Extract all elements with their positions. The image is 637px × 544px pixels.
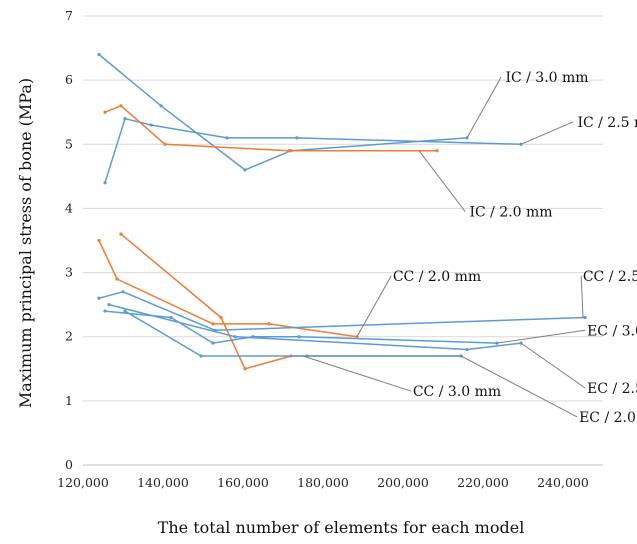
data-point-ec-2-5-mm: [233, 335, 237, 339]
series-label-ec-2-0-mm: EC / 2.0 mm: [579, 410, 637, 426]
y-tick-label: 1: [65, 393, 73, 408]
data-point-cc-2-0-mm: [97, 238, 101, 243]
data-point-ic-3-0-mm: [97, 52, 101, 57]
y-tick-label: 2: [65, 329, 73, 344]
data-point-ic-2-0-mm: [119, 104, 123, 108]
leader-line-cc-3-0-mm: [302, 355, 412, 392]
data-point-ic-2-5-mm: [103, 181, 107, 185]
series-line-cc-2-5-mm: [98, 291, 586, 332]
y-tick-label: 6: [65, 72, 73, 87]
data-point-ec-2-5-mm: [107, 303, 111, 307]
series-labels: IC / 3.0 mm IC / 2.5 mm IC / 2.0 mm CC / 2.…: [393, 70, 637, 426]
series-label-cc-2-0-mm: CC / 2.0 mm: [393, 269, 481, 285]
series-label-ic-2-0-mm: IC / 2.0 mm: [469, 205, 552, 221]
data-point-ec-2-0-mm: [199, 354, 203, 358]
y-tick-label: 3: [65, 265, 73, 280]
leader-line-ic-2-0-mm: [418, 150, 466, 212]
data-point-ic-2-5-mm: [295, 136, 299, 140]
data-point-ec-2-5-mm: [465, 347, 469, 352]
x-tick-label: 160,000: [217, 475, 269, 490]
data-point-ic-3-0-mm: [159, 104, 163, 108]
data-point-ic-2-5-mm: [149, 123, 153, 127]
data-point-cc-3-0-mm: [219, 315, 223, 320]
data-point-cc-3-0-mm: [243, 367, 247, 371]
data-point-ic-2-0-mm: [103, 110, 107, 114]
leader-line-ic-3-0-mm: [466, 76, 502, 139]
data-point-cc-2-0-mm: [211, 322, 215, 326]
series-line-ic-2-5-mm: [104, 117, 522, 184]
leader-line-cc-2-5-mm: [580, 275, 584, 318]
data-point-ic-2-0-mm: [435, 149, 439, 153]
annotation-leaders: [302, 76, 586, 418]
y-tick-label: 7: [65, 8, 73, 23]
data-point-ic-2-5-mm: [123, 117, 127, 121]
y-tick-label: 5: [65, 136, 73, 151]
y-tick-label: 4: [65, 200, 73, 215]
x-tick-label: 200,000: [377, 475, 429, 490]
series-label-ec-3-0-mm: EC / 3.0 mm: [587, 323, 637, 339]
y-tick-label: 0: [65, 457, 73, 472]
leader-line-ec-2-5-mm: [520, 342, 586, 389]
x-tick-label: 240,000: [537, 475, 589, 490]
data-point-cc-2-5-mm: [121, 290, 125, 294]
x-tick-label: 120,000: [57, 475, 109, 490]
series-label-cc-2-5-mm: CC / 2.5 mm: [583, 269, 637, 285]
data-point-ec-3-0-mm: [103, 309, 107, 313]
data-point-ic-2-0-mm: [287, 149, 291, 153]
data-point-ic-2-5-mm: [225, 136, 229, 140]
x-tick-label: 140,000: [137, 475, 189, 490]
data-point-cc-2-0-mm: [267, 322, 271, 326]
y-axis-title: Maximum principal stress of bone (MPa): [16, 78, 35, 408]
x-tick-label: 220,000: [457, 475, 509, 490]
data-point-ec-3-0-mm: [495, 341, 499, 345]
series-line-ic-3-0-mm: [98, 53, 468, 171]
axes: 0 1 2 3 4 5 6 7 120,000 140,000 160,000 180,000 200,…: [57, 8, 603, 490]
series-label-ic-3-0-mm: IC / 3.0 mm: [505, 70, 588, 86]
series-line-cc-3-0-mm: [120, 233, 461, 370]
series-label-cc-3-0-mm: CC / 3.0 mm: [413, 384, 501, 400]
series-lines: [97, 52, 587, 371]
x-axis-title: The total number of elements for each mo…: [158, 518, 525, 537]
data-point-ec-2-0-mm: [123, 309, 127, 313]
data-point-cc-2-5-mm: [583, 315, 587, 320]
series-line-ec-3-0-mm: [104, 310, 498, 344]
data-point-ic-2-0-mm: [163, 142, 167, 146]
data-point-ec-3-0-mm: [297, 335, 301, 339]
series-label-ec-2-5-mm: EC / 2.5 mm: [587, 381, 637, 397]
leader-line-ec-3-0-mm: [496, 329, 586, 344]
data-point-cc-2-5-mm: [97, 296, 101, 300]
series-line-cc-2-0-mm: [98, 240, 358, 338]
data-point-cc-3-0-mm: [119, 232, 123, 236]
series-line-ec-2-5-mm: [108, 303, 522, 351]
data-point-ic-3-0-mm: [243, 168, 247, 172]
data-point-ec-3-0-mm: [169, 315, 173, 320]
data-point-ec-3-0-mm: [211, 341, 215, 345]
series-label-ic-2-5-mm: IC / 2.5 mm: [577, 115, 637, 131]
series-line-ec-2-0-mm: [124, 310, 461, 357]
x-tick-label: 180,000: [297, 475, 349, 490]
leader-line-cc-2-0-mm: [356, 275, 392, 337]
leader-line-ec-2-0-mm: [460, 355, 578, 418]
data-point-cc-2-0-mm: [115, 277, 119, 281]
leader-line-ic-2-5-mm: [520, 121, 574, 145]
